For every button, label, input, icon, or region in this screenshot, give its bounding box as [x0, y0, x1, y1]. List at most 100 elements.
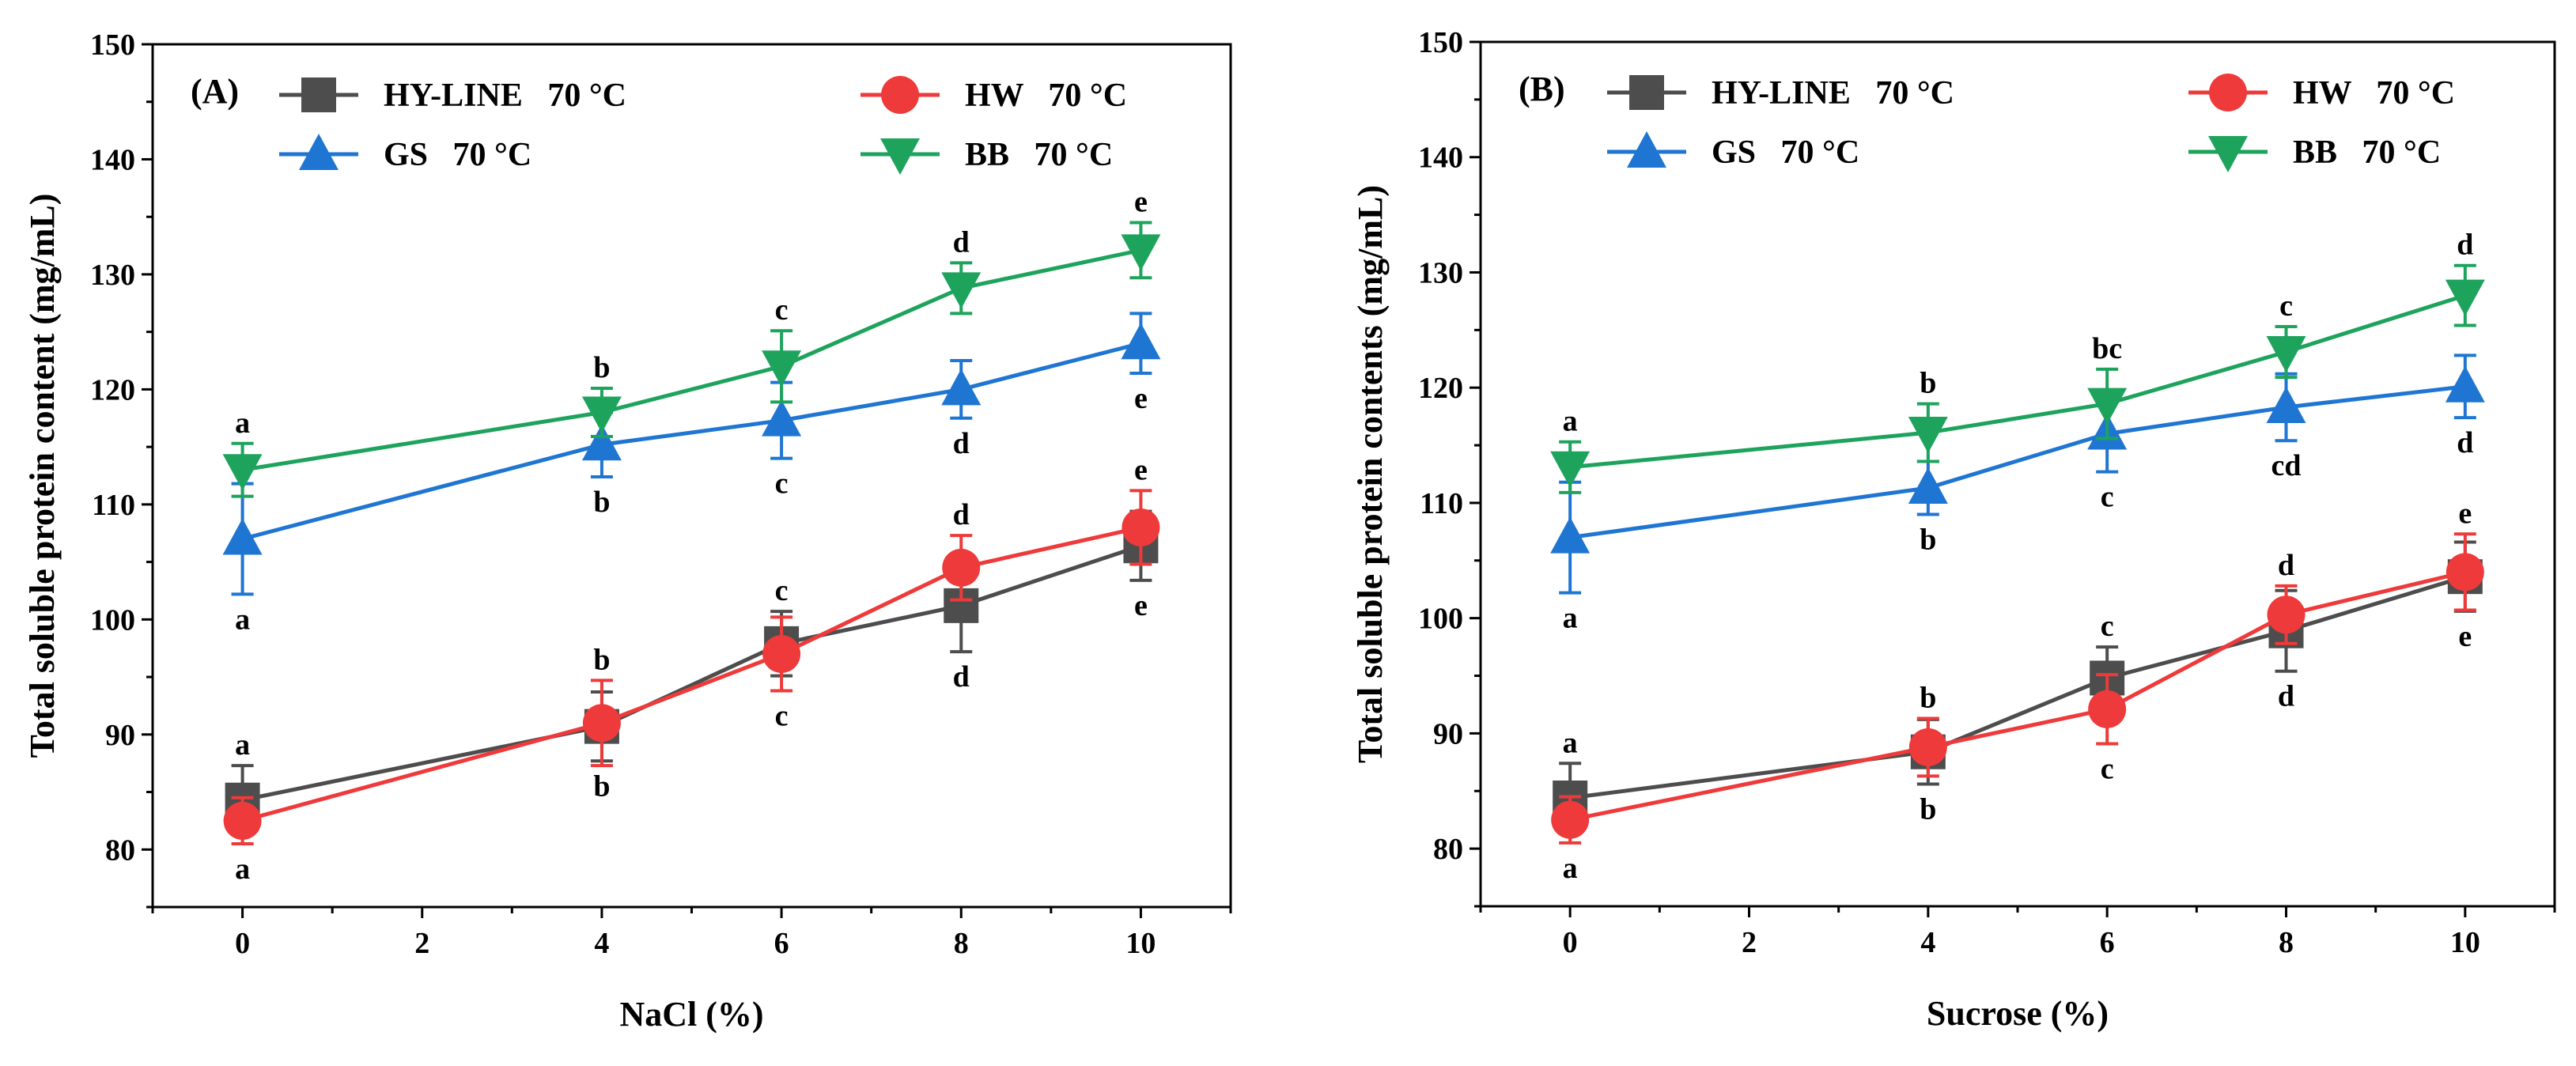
significance-letter: a	[235, 852, 250, 886]
data-point	[1121, 323, 1161, 360]
legend-entry: BB 70 °C	[861, 137, 1113, 175]
significance-letter: d	[953, 427, 970, 460]
data-point	[222, 518, 263, 555]
legend-entry: GS 70 °C	[279, 134, 531, 173]
series-triangle-up: a b c cd d	[1550, 353, 2485, 635]
data-point	[1550, 516, 1591, 554]
significance-letter: d	[953, 225, 970, 259]
data-point	[2445, 365, 2485, 403]
legend-label: GS 70 °C	[384, 137, 531, 173]
data-point	[222, 454, 263, 491]
data-point	[762, 399, 802, 437]
legend-entry: HW 70 °C	[861, 76, 1127, 114]
significance-letter: b	[1920, 367, 1936, 400]
data-point	[2445, 279, 2485, 316]
data-point	[1121, 234, 1161, 271]
series-line	[241, 525, 1141, 823]
y-tick-label: 100	[90, 603, 135, 637]
x-axis-title: NaCl (%)	[619, 995, 763, 1034]
significance-letter: b	[593, 643, 610, 676]
plot-frame	[151, 43, 1232, 909]
significance-letter: c	[2101, 610, 2114, 643]
data-point	[2445, 553, 2484, 592]
series-line	[242, 543, 1142, 803]
data-point	[1908, 417, 1948, 454]
y-axis-title: Total soluble protein contents (mg/mL)	[1351, 185, 1390, 763]
x-tick-label: 10	[2450, 926, 2480, 959]
significance-letter: b	[593, 486, 610, 519]
y-tick-label: 80	[105, 834, 135, 867]
x-tick-label: 6	[774, 927, 789, 960]
data-point	[581, 424, 622, 461]
significance-letter: c	[775, 467, 789, 501]
chart-panel-a: 80 90 100 110 120 130 140 150 0 2 4 6 8 10 NaCl (%) Tot…	[23, 28, 1232, 1034]
x-tick-label: 8	[954, 927, 969, 960]
legend-marker	[880, 138, 920, 175]
significance-letter: c	[775, 293, 789, 327]
data-point	[581, 396, 622, 433]
significance-letter: a	[1563, 726, 1578, 759]
significance-letter: e	[1134, 589, 1148, 622]
panel-label: (B)	[1519, 70, 1565, 108]
significance-letter: d	[2278, 549, 2294, 582]
series-line	[1569, 574, 2466, 800]
significance-letter: a	[1563, 405, 1578, 438]
significance-letter: a	[235, 406, 250, 440]
legend-marker	[2208, 136, 2248, 172]
legend-label: HW 70 °C	[2293, 75, 2455, 112]
significance-letter: e	[1134, 453, 1148, 486]
y-tick-label: 150	[90, 28, 135, 62]
data-point	[762, 634, 801, 673]
y-tick-label: 90	[1433, 717, 1463, 750]
x-axis-title: Sucrose (%)	[1927, 994, 2109, 1033]
legend-marker	[299, 134, 339, 170]
legend-entry: HY-LINE 70 °C	[1607, 75, 1954, 112]
plot-frame	[1479, 40, 2556, 908]
significance-letter: c	[2101, 481, 2114, 514]
legend-marker	[1627, 131, 1666, 168]
y-tick-label: 140	[1418, 142, 1463, 175]
significance-letter: b	[1920, 793, 1936, 826]
data-point	[941, 369, 982, 406]
y-tick-label: 140	[90, 143, 135, 176]
y-tick-label: 100	[1418, 603, 1463, 636]
panel-label: (A)	[191, 72, 239, 111]
data-point	[2266, 386, 2306, 423]
legend-entry: BB 70 °C	[2188, 134, 2441, 172]
data-point	[942, 548, 981, 587]
significance-letter: d	[953, 660, 970, 694]
significance-letter: cd	[2271, 449, 2302, 482]
legend-label: HW 70 °C	[965, 77, 1127, 114]
significance-letter: d	[953, 498, 970, 531]
significance-letter: a	[235, 728, 250, 762]
legend-entry: HY-LINE 70 °C	[279, 77, 626, 114]
data-point	[1908, 728, 1947, 766]
significance-letter: d	[2457, 229, 2473, 262]
x-tick-label: 2	[414, 927, 429, 960]
y-tick-label: 150	[1418, 26, 1463, 59]
data-point	[2087, 387, 2128, 425]
significance-letter: a	[1563, 852, 1578, 885]
x-tick-label: 2	[1742, 926, 1757, 959]
series-circle: a b c d e	[1551, 497, 2484, 885]
data-point	[762, 350, 802, 387]
significance-letter: b	[1920, 681, 1936, 714]
chart-panel-b: 80 90 100 110 120 130 140 150 0 2 4 6 8 10 Sucrose (%)…	[1351, 26, 2556, 1033]
data-point	[2267, 595, 2306, 634]
data-point	[1908, 467, 1948, 504]
legend-marker	[301, 77, 336, 112]
significance-letter: d	[2278, 680, 2294, 713]
legend-label: HY-LINE 70 °C	[384, 77, 626, 114]
series-circle: a b c d e	[223, 453, 1160, 886]
significance-letter: c	[2279, 289, 2293, 323]
data-point	[223, 801, 262, 840]
series-triangle-up: a b c d e	[222, 312, 1161, 636]
significance-letter: e	[1134, 382, 1148, 415]
data-point	[1550, 451, 1591, 488]
series-line	[241, 341, 1142, 541]
series-square: a b c d e	[1553, 540, 2483, 834]
significance-letter: c	[775, 700, 789, 733]
data-point	[582, 704, 621, 743]
data-point	[941, 272, 982, 309]
